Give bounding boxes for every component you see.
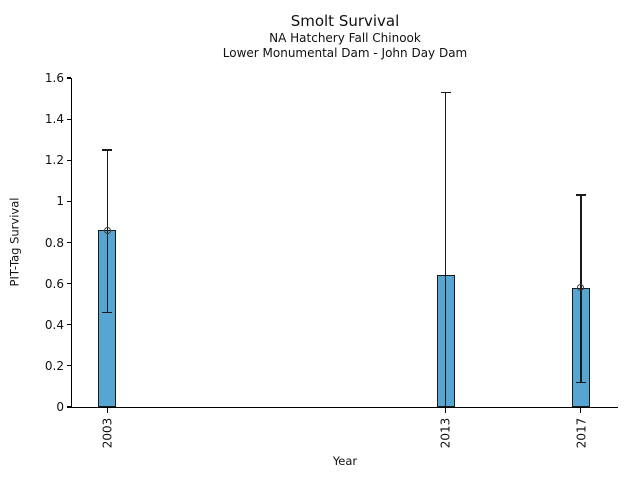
y-tick-label-1: 1 <box>56 194 64 209</box>
y-tick-1.4 <box>66 118 71 120</box>
error-cap-low-2003 <box>102 311 113 314</box>
y-tick-1.6 <box>66 77 71 79</box>
x-tick-label-text-2017: 2017 <box>573 417 588 449</box>
y-tick-0.2 <box>66 365 71 367</box>
x-tick-label-2003: 2003 <box>90 416 124 450</box>
y-tick-1.2 <box>66 159 71 161</box>
error-cap-high-2013 <box>440 91 451 94</box>
x-tick-2017 <box>580 408 582 413</box>
y-tick-label-1.6: 1.6 <box>44 71 64 85</box>
x-tick-2013 <box>444 408 447 413</box>
y-tick-1 <box>66 200 71 202</box>
y-axis-spine <box>71 78 73 408</box>
error-bar-2013 <box>444 92 447 407</box>
x-tick-label-2017: 2017 <box>564 416 598 450</box>
chart-subtitle-line1: NA Hatchery Fall Chinook <box>269 31 421 45</box>
x-tick-2003 <box>106 408 109 413</box>
y-tick-label-0.6: 0.6 <box>44 276 64 291</box>
x-tick-label-text-2013: 2013 <box>438 417 453 449</box>
y-tick-0.4 <box>66 324 71 326</box>
y-tick-label-1.4: 1.4 <box>44 112 64 127</box>
x-axis-spine <box>71 407 618 409</box>
y-tick-0.8 <box>66 241 71 244</box>
y-tick-label-0.2: 0.2 <box>44 358 64 373</box>
x-tick-label-2013: 2013 <box>429 416 463 450</box>
chart-subtitle-line2: Lower Monumental Dam - John Day Dam <box>222 46 468 60</box>
y-tick-label-1.2: 1.2 <box>44 153 64 168</box>
y-tick-label-0.8: 0.8 <box>44 235 64 250</box>
point-marker-2017 <box>577 284 585 292</box>
point-marker-2003 <box>103 226 111 234</box>
y-tick-0.6 <box>66 283 71 285</box>
y-tick-0 <box>66 406 71 408</box>
error-cap-high-2003 <box>102 149 113 151</box>
x-tick-label-text-2003: 2003 <box>100 417 115 449</box>
y-tick-label-0.4: 0.4 <box>44 317 64 332</box>
x-axis-label: Year <box>332 454 358 468</box>
y-tick-label-0: 0 <box>56 400 64 414</box>
chart-title: Smolt Survival <box>290 12 400 30</box>
error-cap-high-2017 <box>575 194 586 196</box>
error-cap-low-2017 <box>575 381 586 384</box>
